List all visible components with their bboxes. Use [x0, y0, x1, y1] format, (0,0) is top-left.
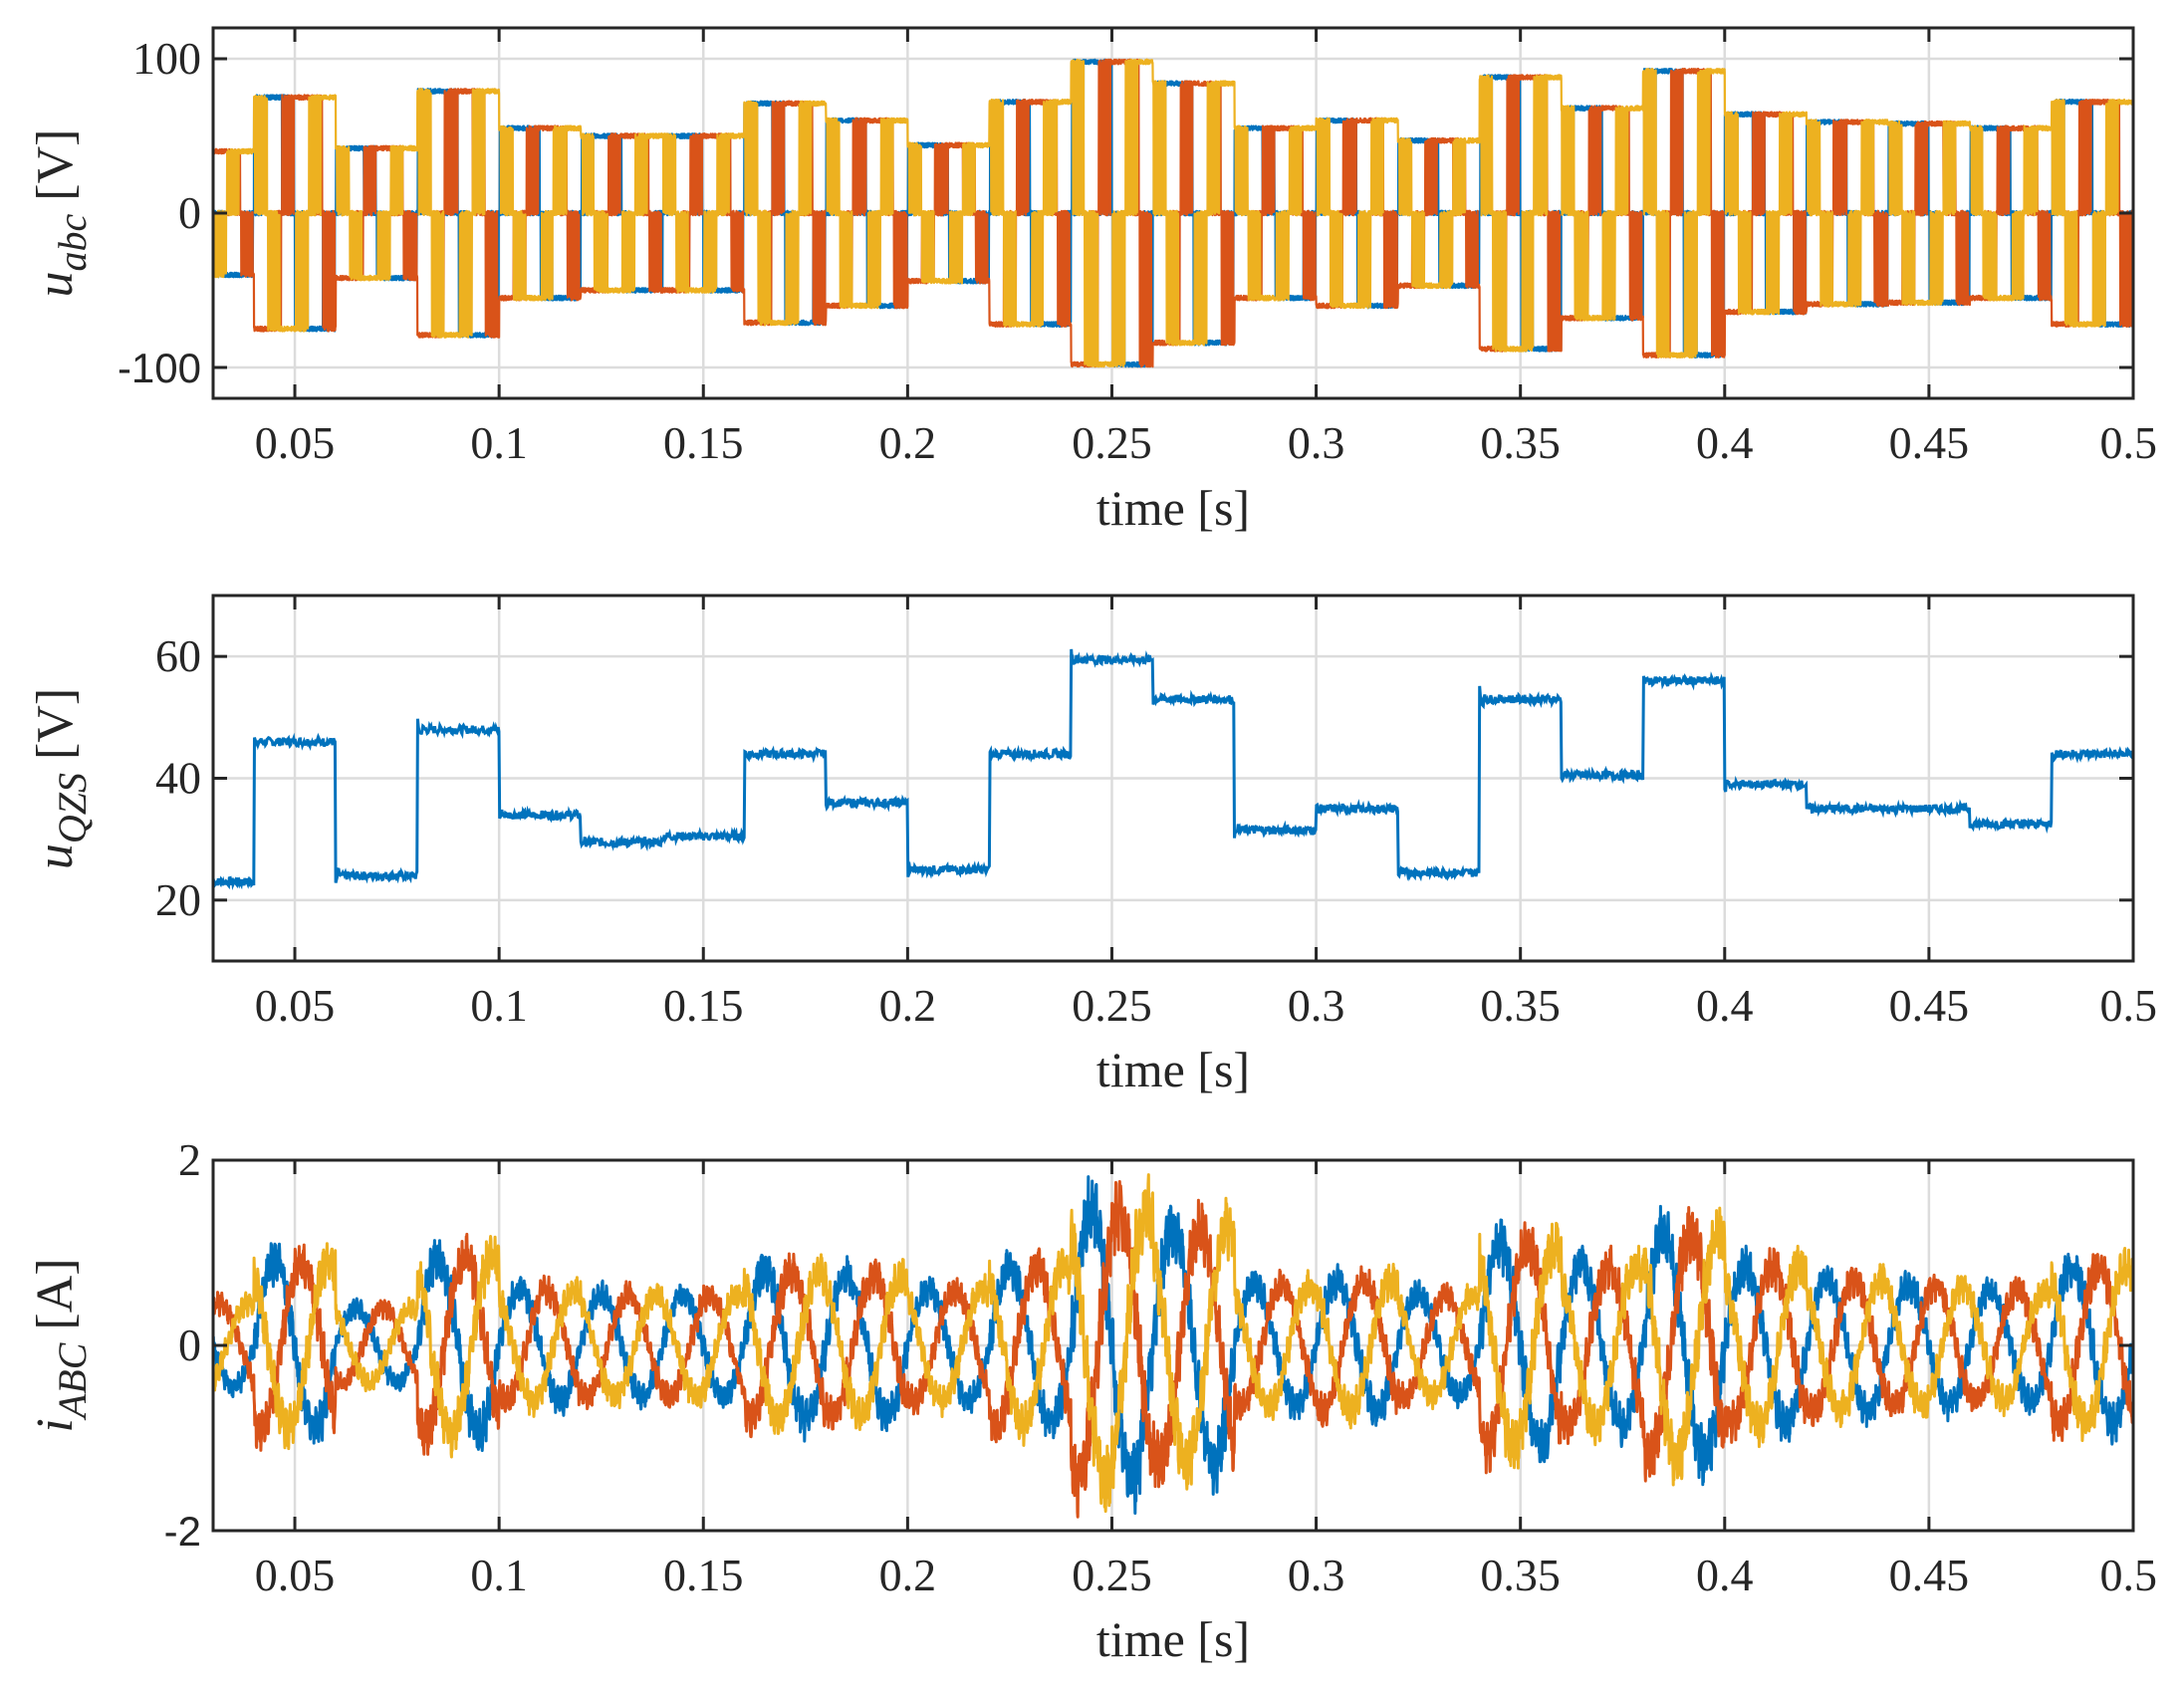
y-label-subscript: QZS: [50, 773, 95, 843]
y-label-subscript: ABC: [50, 1341, 95, 1421]
x-tick-label: 0.45: [1889, 980, 1970, 1031]
x-tick-label: 0.4: [1696, 1550, 1754, 1600]
y-label-unit: [A]: [27, 1258, 84, 1342]
x-tick-label: 0.5: [2100, 417, 2158, 468]
panel-voltage-qzs: 0.05 0.1 0.15 0.2 0.25 0.3 0.35 0.4 0.45 0.5 60 40 2…: [27, 594, 2158, 1097]
x-tick-label: 0.25: [1072, 980, 1152, 1031]
y-tick-label: 100: [132, 33, 201, 84]
y-label-unit: [V]: [27, 129, 84, 214]
x-tick-label: 0.3: [1288, 980, 1345, 1031]
y-tick-label: 40: [155, 753, 201, 804]
panel-voltage-abc: 0.05 0.1 0.15 0.2 0.25 0.3 0.35 0.4 0.45 0.5 100 0 -…: [27, 26, 2158, 536]
x-tick-label: 0.1: [470, 1550, 528, 1600]
series-u-qzs-line: [213, 648, 2133, 891]
x-tick-label: 0.5: [2100, 1550, 2158, 1600]
x-tick-label: 0.3: [1288, 1550, 1345, 1600]
x-tick-label: 0.15: [663, 980, 744, 1031]
y-tick-label: 20: [155, 874, 201, 925]
x-tick-label: 0.15: [663, 1550, 744, 1600]
x-tick-label: 0.05: [255, 980, 336, 1031]
x-tick-label: 0.15: [663, 417, 744, 468]
x-tick-label: 0.05: [255, 417, 336, 468]
y-label-symbol: i: [27, 1418, 84, 1432]
x-tick-label: 0.4: [1696, 417, 1754, 468]
x-tick-label: 0.2: [879, 417, 937, 468]
x-tick-label: 0.25: [1072, 1550, 1152, 1600]
y-label-subscript: abc: [50, 213, 95, 271]
x-tick-label: 0.2: [879, 980, 937, 1031]
x-tick-label: 0.35: [1480, 417, 1561, 468]
series-u-c-line: [213, 58, 2133, 368]
x-tick-label: 0.35: [1480, 1550, 1561, 1600]
y-tick-label: 0: [178, 187, 201, 238]
x-tick-label: 0.5: [2100, 980, 2158, 1031]
series-i-c-line: [213, 1173, 2133, 1513]
x-axis-label: time [s]: [1096, 1611, 1250, 1667]
y-axis-label: uQZS [V]: [27, 688, 95, 869]
y-tick-label: -100: [118, 345, 201, 391]
x-tick-label: 0.2: [879, 1550, 937, 1600]
x-tick-label: 0.3: [1288, 417, 1345, 468]
y-axis-label: iABC [A]: [27, 1258, 95, 1432]
x-tick-label: 0.1: [470, 417, 528, 468]
panel-current-abc: 0.05 0.1 0.15 0.2 0.25 0.3 0.35 0.4 0.45 0.520-2 …: [27, 1134, 2157, 1667]
y-tick-label: 2: [178, 1134, 201, 1185]
y-tick-label: 0: [178, 1320, 201, 1370]
x-tick-label: 0.35: [1480, 980, 1561, 1031]
x-axis-label: time [s]: [1096, 1042, 1250, 1097]
y-axis-label: uabc [V]: [27, 129, 95, 298]
x-tick-label: 0.25: [1072, 417, 1152, 468]
y-label-symbol: u: [27, 271, 84, 297]
x-tick-label: 0.1: [470, 980, 528, 1031]
x-tick-label: 0.05: [255, 1550, 336, 1600]
y-tick-label: 60: [155, 630, 201, 681]
y-label-symbol: u: [27, 843, 84, 869]
x-tick-label: 0.45: [1889, 417, 1970, 468]
x-tick-label: 0.4: [1696, 980, 1754, 1031]
y-label-unit: [V]: [27, 688, 84, 773]
y-tick-label: -2: [164, 1508, 201, 1555]
x-axis-label: time [s]: [1096, 480, 1250, 536]
x-tick-label: 0.45: [1889, 1550, 1970, 1600]
